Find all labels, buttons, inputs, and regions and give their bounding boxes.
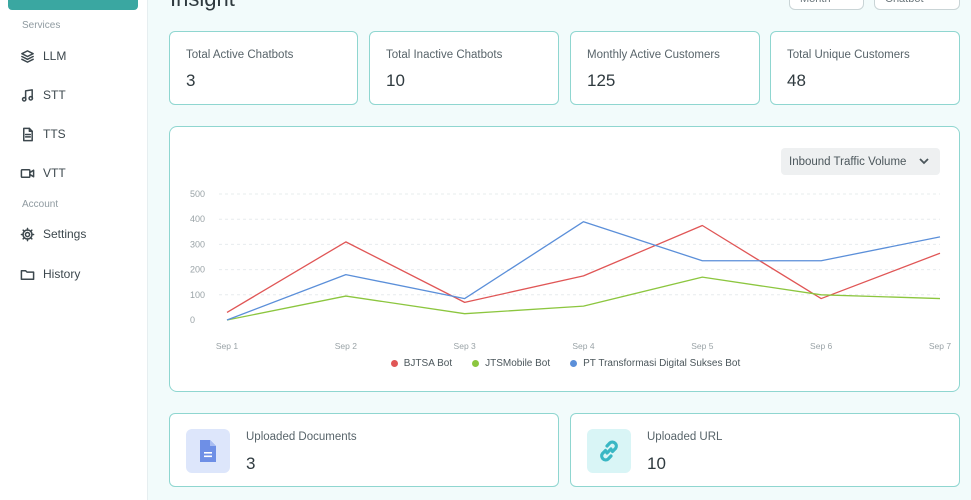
legend-item[interactable]: JTSMobile Bot xyxy=(472,358,550,369)
stat-value: 125 xyxy=(587,71,616,90)
metric-select-value: Inbound Traffic Volume xyxy=(789,155,907,168)
sidebar-item-history[interactable]: History xyxy=(20,263,80,285)
document-icon xyxy=(186,429,230,473)
sidebar: Services LLM STT TTS VTT Account Setting… xyxy=(0,0,148,500)
legend-item[interactable]: PT Transformasi Digital Sukses Bot xyxy=(570,358,740,369)
chart-legend: BJTSA Bot JTSMobile Bot PT Transformasi Di… xyxy=(170,358,961,369)
legend-item[interactable]: BJTSA Bot xyxy=(390,358,453,369)
chevron-down-icon xyxy=(919,158,929,165)
legend-dot xyxy=(472,360,480,367)
tile-value: 10 xyxy=(647,454,666,473)
stat-card-active-chatbots: Total Active Chatbots 3 xyxy=(169,31,358,105)
tile-label: Uploaded Documents xyxy=(246,431,357,443)
link-icon xyxy=(587,429,631,473)
x-tick-label: Sep 4 xyxy=(572,341,594,351)
stat-card-inactive-chatbots: Total Inactive Chatbots 10 xyxy=(369,31,559,105)
stat-label: Monthly Active Customers xyxy=(587,49,720,61)
legend-dot xyxy=(390,360,398,367)
legend-label: JTSMobile Bot xyxy=(485,358,551,369)
stat-card-unique-customers: Total Unique Customers 48 xyxy=(770,31,960,105)
x-tick-label: Sep 5 xyxy=(691,341,713,351)
stat-value: 48 xyxy=(787,71,806,90)
x-tick-label: Sep 2 xyxy=(335,341,357,351)
y-tick-label: 300 xyxy=(190,239,205,249)
stat-label: Total Active Chatbots xyxy=(186,49,294,61)
y-tick-label: 200 xyxy=(190,265,205,275)
sidebar-item-settings[interactable]: Settings xyxy=(20,223,86,245)
sidebar-item-label: History xyxy=(43,267,81,281)
sidebar-item-label: VTT xyxy=(43,166,66,180)
stat-label: Total Inactive Chatbots xyxy=(386,49,503,61)
legend-label: PT Transformasi Digital Sukses Bot xyxy=(583,358,741,369)
section-label-services: Services xyxy=(22,20,61,31)
sidebar-item-label: STT xyxy=(43,88,66,102)
stat-card-monthly-active-customers: Monthly Active Customers 125 xyxy=(570,31,760,105)
sidebar-item-stt[interactable]: STT xyxy=(20,84,66,106)
stat-label: Total Unique Customers xyxy=(787,49,910,61)
uploaded-documents-card: Uploaded Documents 3 xyxy=(169,413,559,487)
video-camera-icon xyxy=(20,168,35,178)
folder-icon xyxy=(20,269,35,280)
y-tick-label: 500 xyxy=(190,189,205,199)
sidebar-item-insight-active[interactable] xyxy=(8,0,138,10)
legend-dot xyxy=(570,360,578,367)
page-title: Insight xyxy=(170,0,235,12)
tile-label: Uploaded URL xyxy=(647,431,723,443)
sidebar-item-llm[interactable]: LLM xyxy=(20,45,66,67)
x-tick-label: Sep 6 xyxy=(810,341,832,351)
y-tick-label: 400 xyxy=(190,214,205,224)
y-tick-label: 100 xyxy=(190,290,205,300)
sidebar-item-label: Settings xyxy=(43,227,87,241)
sidebar-item-label: TTS xyxy=(43,127,66,141)
series-line-jtsmobile-bot xyxy=(226,276,941,321)
sidebar-item-tts[interactable]: TTS xyxy=(20,123,66,145)
sidebar-item-vtt[interactable]: VTT xyxy=(20,162,66,184)
series-line-pt-transformasi-digital-sukses-bot xyxy=(226,221,941,321)
x-tick-label: Sep 3 xyxy=(454,341,476,351)
type-select[interactable]: Chatbot xyxy=(874,0,960,10)
music-note-icon xyxy=(21,88,34,102)
period-select[interactable]: Month xyxy=(789,0,864,10)
x-tick-label: Sep 7 xyxy=(929,341,951,351)
layers-icon xyxy=(21,49,34,63)
gear-icon xyxy=(20,227,35,241)
x-tick-label: Sep 1 xyxy=(216,341,238,351)
series-line-bjtsa-bot xyxy=(226,224,941,313)
uploaded-url-card: Uploaded URL 10 xyxy=(570,413,960,487)
stat-value: 10 xyxy=(386,71,405,90)
legend-label: BJTSA Bot xyxy=(403,358,453,369)
y-tick-label: 0 xyxy=(190,315,195,325)
sidebar-item-label: LLM xyxy=(43,49,67,63)
stat-value: 3 xyxy=(186,71,196,90)
document-icon xyxy=(23,127,33,141)
tile-value: 3 xyxy=(246,454,256,473)
metric-select[interactable]: Inbound Traffic Volume xyxy=(781,148,940,175)
traffic-chart-card: Inbound Traffic Volume 0 100 200 300 400 500 S… xyxy=(169,126,960,392)
line-chart: 0 100 200 300 400 500 Sep 1 Sep 2 Sep 3 Sep 4 Sep … xyxy=(190,189,951,351)
section-label-account: Account xyxy=(22,199,59,210)
